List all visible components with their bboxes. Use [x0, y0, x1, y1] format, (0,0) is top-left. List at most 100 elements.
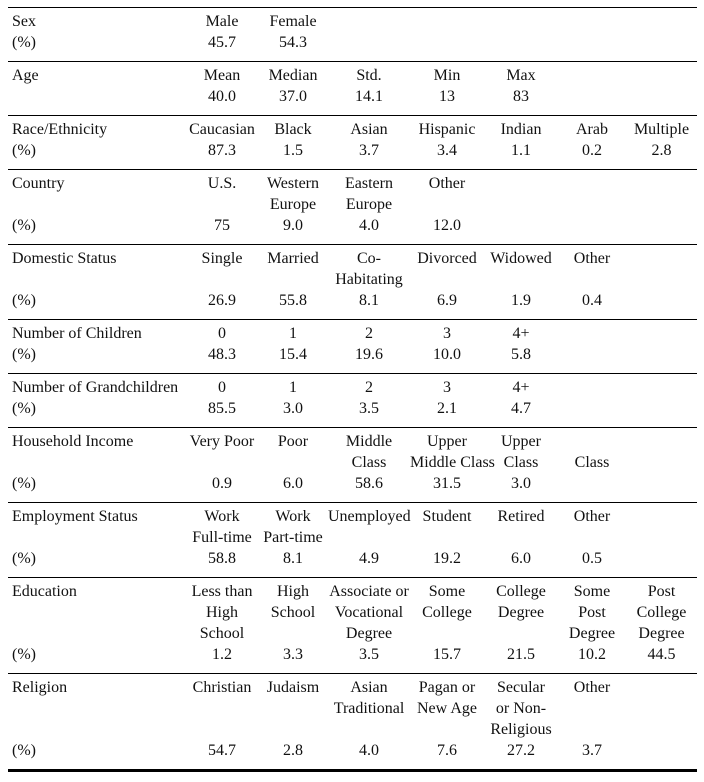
category-header: 1	[258, 320, 328, 345]
value-cell	[626, 740, 697, 772]
category-header-row: Number of Grandchildren 0 1 2 3 4+	[8, 374, 697, 399]
category-header: High School	[258, 578, 328, 645]
value-cell: 55.8	[258, 290, 328, 320]
category-header	[626, 503, 697, 549]
category-header	[626, 374, 697, 399]
category-header: Max	[484, 62, 558, 87]
category-header: Median	[258, 62, 328, 87]
category-header: Mean	[186, 62, 258, 87]
value-cell	[558, 32, 626, 62]
category-header-line: Retired	[497, 508, 545, 525]
category-header: 0	[186, 320, 258, 345]
category-header-line: Traditional	[333, 700, 405, 717]
category-header-line: Less than	[191, 583, 253, 600]
category-header-row: Religion Christian Judaism Asian Traditional…	[8, 674, 697, 741]
value-cell: 5.8	[484, 344, 558, 374]
category-header: 3	[410, 374, 484, 399]
value-cell	[558, 215, 626, 245]
category-header-row: Country U.S. Western Europe Eastern Europe Oth…	[8, 170, 697, 216]
value-cell	[626, 473, 697, 503]
category-header	[626, 320, 697, 345]
value-cell	[558, 344, 626, 374]
category-header: Work Full-time	[186, 503, 258, 549]
category-header	[558, 374, 626, 399]
category-header: Student	[410, 503, 484, 549]
value-cell: 44.5	[626, 644, 697, 674]
category-header: Married	[258, 245, 328, 291]
value-cell	[558, 86, 626, 116]
category-header-line: New Age	[417, 700, 477, 717]
percentage-row: (%) 58.8 8.1 4.9 19.2 6.0 0.5	[8, 548, 697, 578]
percentage-row: 40.0 37.0 14.1 13 83	[8, 86, 697, 116]
percent-label: (%)	[8, 215, 186, 245]
category-header: Very Poor	[186, 428, 258, 474]
category-header	[626, 62, 697, 87]
value-cell: 58.6	[328, 473, 410, 503]
category-header-line: Married	[267, 250, 319, 267]
category-header: Some Post Degree	[558, 578, 626, 645]
table-section: Number of Grandchildren 0 1 2 3 4+ (%) 85.5 3.0 3…	[8, 374, 697, 428]
category-header-line: Some	[428, 583, 466, 600]
category-header-line: Pagan or	[418, 679, 476, 696]
category-header	[626, 428, 697, 474]
category-header-line: Full-time	[192, 529, 252, 546]
category-header: Female	[258, 8, 328, 33]
category-header-line: High	[277, 583, 309, 600]
section-label: Age	[12, 67, 39, 84]
value-cell: 9.0	[258, 215, 328, 245]
value-cell: 37.0	[258, 86, 328, 116]
value-cell	[626, 548, 697, 578]
value-cell: 1.5	[258, 140, 328, 170]
category-header	[626, 674, 697, 741]
percent-label	[8, 86, 186, 116]
category-header-line: 1	[289, 379, 297, 396]
category-header-line: Judaism	[266, 679, 320, 696]
table-section: Age Mean Median Std. Min Max 40.0 37.0 14.1 13 83	[8, 62, 697, 116]
category-header	[558, 170, 626, 216]
category-header-line: Post	[578, 604, 606, 621]
value-cell: 6.0	[484, 548, 558, 578]
category-header: Other	[558, 503, 626, 549]
category-header-line: Some	[573, 583, 611, 600]
table-section: Country U.S. Western Europe Eastern Europe Oth…	[8, 170, 697, 245]
percent-label: (%)	[8, 473, 186, 503]
category-header-line: or Non-	[495, 700, 547, 717]
category-header	[558, 62, 626, 87]
category-header-row: Race/Ethnicity Caucasian Black Asian Hispani…	[8, 116, 697, 141]
percentage-row: (%) 85.5 3.0 3.5 2.1 4.7	[8, 398, 697, 428]
value-cell	[558, 398, 626, 428]
category-header-line: U.S.	[207, 175, 237, 192]
section-label: Religion	[12, 679, 68, 696]
value-cell: 13	[410, 86, 484, 116]
category-header	[484, 8, 558, 33]
category-header-line: Class	[503, 454, 539, 471]
category-header-line: Max	[506, 67, 536, 84]
category-header-row: Age Mean Median Std. Min Max	[8, 62, 697, 87]
value-cell: 0.4	[558, 290, 626, 320]
value-cell: 10.0	[410, 344, 484, 374]
category-header-line: 0	[218, 325, 226, 342]
category-header	[558, 8, 626, 33]
category-header-line: Associate or	[329, 583, 409, 600]
value-cell: 6.9	[410, 290, 484, 320]
section-label: Race/Ethnicity	[12, 121, 108, 138]
category-header-line: Min	[433, 67, 461, 84]
category-header-line: Other	[573, 250, 611, 267]
category-header-line: Arab	[576, 121, 608, 138]
category-header-row: Sex Male Female	[8, 8, 697, 33]
category-header-line: Widowed	[490, 250, 552, 267]
section-label: Domestic Status	[12, 250, 117, 267]
table-section: Number of Children 0 1 2 3 4+ (%) 48.3 15.4 19.6 1…	[8, 320, 697, 374]
value-cell: 14.1	[328, 86, 410, 116]
category-header-line: Work	[204, 508, 240, 525]
category-header: 1	[258, 374, 328, 399]
category-header: 0	[186, 374, 258, 399]
category-header-line: Work	[275, 508, 311, 525]
category-header-line: Asian	[350, 679, 388, 696]
category-header: 2	[328, 374, 410, 399]
category-header-line: Degree	[345, 625, 393, 642]
table-section: Sex Male Female (%) 45.7 54.3	[8, 8, 697, 62]
category-header: Some College	[410, 578, 484, 645]
category-header: Std.	[328, 62, 410, 87]
category-header-line: Vocational	[334, 604, 404, 621]
